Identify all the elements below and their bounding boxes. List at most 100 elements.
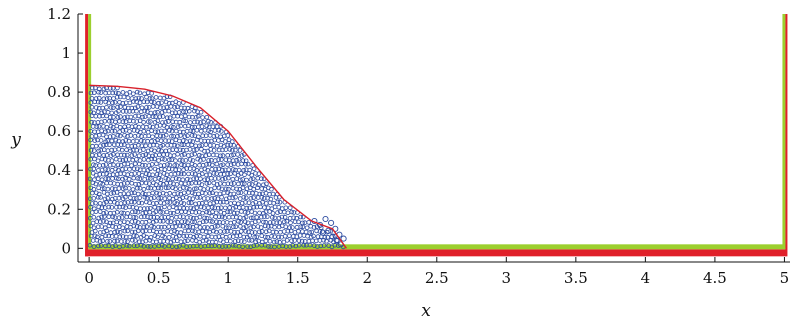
fluid-particle [166,224,172,229]
y-tick-label: 0.2 [47,200,71,218]
fluid-particle [131,214,137,220]
fluid-particle [168,239,174,245]
fluid-particle [239,153,245,158]
x-tick-label: 5 [780,269,790,287]
fluid-particle [198,120,203,125]
fluid-particle [132,171,138,176]
fluid-particle [99,205,105,211]
fluid-particle [141,147,146,152]
fluid-particle [91,166,97,172]
fluid-particle [129,171,134,177]
fluid-particle [175,143,180,149]
fluid-particle [139,172,145,178]
fluid-particle [271,239,277,245]
fluid-particle [215,205,221,211]
fluid-particle [261,210,266,216]
fluid-particle [163,138,168,143]
fluid-particle [234,215,239,220]
fluid-particle [209,166,215,172]
fluid-particle [231,224,236,230]
fluid-particle [138,206,143,211]
floor-outer-layer [85,249,787,257]
fluid-particle [187,138,193,144]
fluid-particle [134,138,140,144]
fluid-particle [102,214,107,219]
fluid-particle [92,177,97,182]
fluid-particle [147,96,153,101]
fluid-particle [97,86,102,92]
fluid-particle [145,244,151,249]
fluid-particle [191,215,196,221]
fluid-particle [95,176,101,182]
fluid-particle [182,239,188,244]
fluid-particle [167,157,172,163]
fluid-particle [270,229,276,235]
fluid-particle [108,115,113,120]
fluid-particle [142,194,148,200]
fluid-particle [153,95,159,100]
fluid-particle [141,128,147,134]
fluid-particle [113,90,119,96]
left-wall-outer-layer [85,14,89,257]
fluid-particle [133,209,138,215]
fluid-particle [101,86,107,92]
fluid-particle [111,115,116,120]
fluid-particle [241,195,247,200]
fluid-particle [180,177,186,183]
x-tick-label: 3 [502,269,512,287]
fluid-particle [228,171,233,177]
fluid-particle [184,215,190,220]
fluid-particle [190,196,196,202]
fluid-particle [163,185,169,191]
fluid-particle [240,177,245,182]
fluid-particle [171,124,176,130]
fluid-particle [107,142,112,148]
fluid-particle [117,230,123,235]
fluid-particle [255,185,260,191]
fluid-particle [282,233,288,239]
fluid-particle [192,108,197,114]
fluid-particle [208,219,213,224]
fluid-particle [137,158,143,163]
fluid-particle [105,167,111,172]
fluid-particle [175,151,180,157]
fluid-particle [126,176,132,182]
fluid-particle [111,190,117,196]
fluid-particle [192,219,197,225]
fluid-particle [88,109,94,115]
fluid-particle [194,147,199,152]
fluid-particle [174,214,179,220]
fluid-particle [197,152,202,158]
fluid-particle [308,234,314,240]
fluid-particle [152,244,157,249]
fluid-particle [205,177,210,182]
fluid-particle [102,196,108,202]
fluid-particle [244,177,249,183]
fluid-particle [205,168,211,173]
fluid-particle [211,171,217,176]
fluid-particle [159,100,164,106]
fluid-particle [120,158,126,163]
fluid-particle [140,124,146,130]
fluid-particle [218,153,223,159]
fluid-particle [225,142,231,148]
fluid-particle [310,238,315,244]
fluid-particle [243,224,249,229]
fluid-particle [122,228,128,234]
fluid-particle [182,113,188,119]
x-tick-label: 1 [223,269,233,287]
fluid-particle [196,134,201,140]
fluid-particle [179,209,184,215]
fluid-particle [99,156,105,162]
fluid-particle [140,114,145,120]
x-tick-label: 0 [84,269,94,287]
fluid-particle [284,238,290,243]
fluid-particle [201,205,207,210]
fluid-particle [194,167,200,173]
fluid-particle [95,137,100,143]
fluid-particle [249,238,254,243]
fluid-particle [223,234,229,240]
fluid-particle [219,214,225,220]
fluid-particle [192,171,198,177]
fluid-particle [99,186,105,192]
